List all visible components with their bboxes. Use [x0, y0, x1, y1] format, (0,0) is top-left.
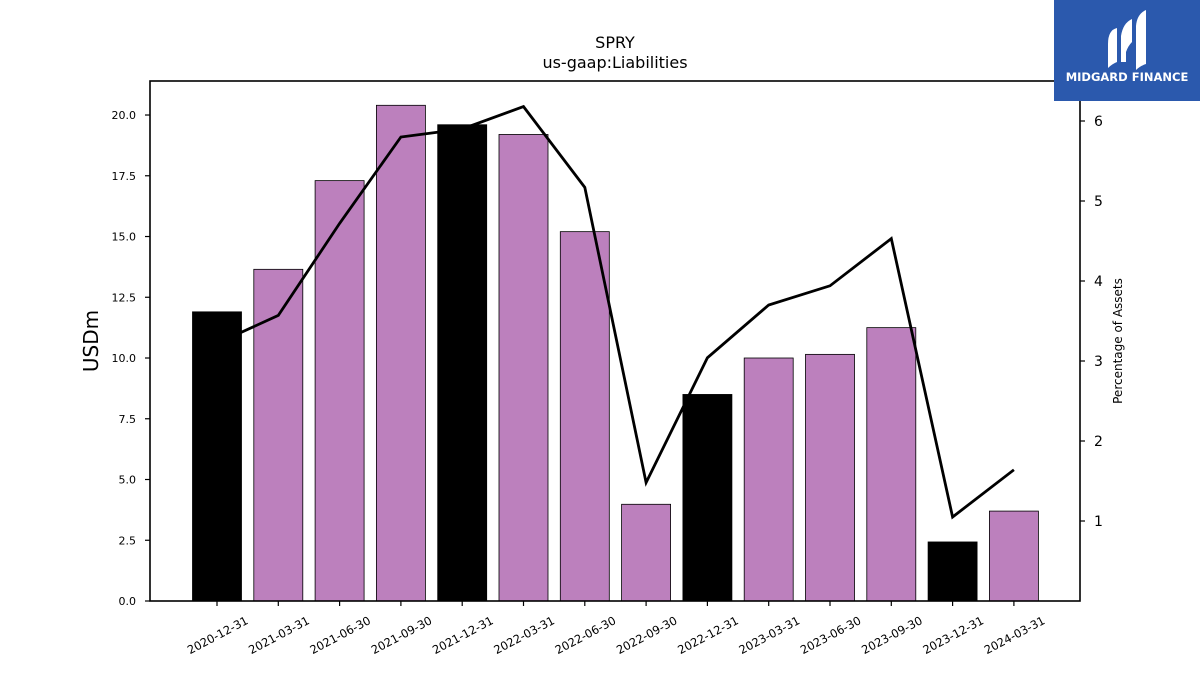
x-tick-label: 2022-09-30 [614, 613, 680, 657]
x-tick-label: 2020-12-31 [185, 613, 251, 657]
logo-mark-icon [1108, 10, 1146, 70]
y-tick-label: 17.5 [112, 170, 137, 183]
bar-2022-09-30 [621, 503, 671, 602]
y2-tick-label: 4 [1094, 274, 1103, 290]
percentage-line [216, 104, 1015, 520]
bar-2022-06-30 [559, 231, 610, 602]
x-tick-label: 2021-12-31 [430, 613, 496, 657]
brand-logo: MIDGARD FINANCE [1054, 0, 1200, 101]
x-tick-label: 2021-06-30 [307, 613, 373, 657]
line-group [216, 104, 1015, 520]
y-tick-label: 7.5 [119, 413, 137, 426]
chart-subtitle: us-gaap:Liabilities [542, 53, 687, 72]
bar-2023-12-31 [927, 541, 978, 602]
y2-tick-label: 3 [1094, 354, 1103, 370]
y-axis-right: 1 2 3 4 5 6 [1080, 114, 1103, 530]
bar-2022-12-31 [682, 394, 733, 602]
bar-2022-03-31 [498, 134, 549, 602]
y2-tick-label: 2 [1094, 434, 1103, 450]
bar-2021-12-31 [437, 124, 488, 602]
y-axis-label: USDm [79, 310, 103, 372]
logo-text: MIDGARD FINANCE [1066, 70, 1189, 84]
bar-2021-06-30 [314, 180, 365, 602]
x-tick-label: 2023-09-30 [859, 613, 925, 657]
plot-frame [149, 80, 1081, 602]
x-tick-label: 2022-06-30 [553, 613, 619, 657]
y-tick-label: 0.0 [119, 595, 137, 608]
bar-2023-06-30 [805, 353, 855, 602]
y-tick-label: 5.0 [119, 474, 137, 487]
y2-tick-label: 1 [1094, 514, 1103, 530]
x-tick-label: 2023-03-31 [737, 613, 803, 657]
logo-background [1054, 0, 1200, 101]
bar-2024-03-31 [989, 510, 1039, 602]
y-tick-label: 12.5 [112, 291, 137, 304]
bar-2020-12-31 [192, 311, 242, 602]
x-tick-label: 2023-06-30 [798, 613, 864, 657]
x-tick-label: 2021-03-31 [246, 613, 312, 657]
y2-tick-label: 5 [1094, 194, 1103, 210]
x-tick-label: 2021-09-30 [369, 613, 435, 657]
y-tick-label: 20.0 [112, 109, 137, 122]
y-tick-label: 10.0 [112, 352, 137, 365]
y2-tick-label: 6 [1094, 114, 1103, 130]
y2-axis-label: Percentage of Assets [1111, 278, 1125, 404]
bar-2023-03-31 [743, 357, 794, 602]
bar-group [192, 104, 1039, 602]
bar-2023-09-30 [866, 327, 917, 602]
x-tick-label: 2022-12-31 [675, 613, 741, 657]
x-axis: 2020-12-312021-03-312021-06-302021-09-30… [185, 601, 1047, 657]
chart-title: SPRY [595, 33, 635, 52]
bar-2021-09-30 [375, 104, 426, 602]
y-tick-label: 2.5 [119, 534, 137, 547]
y-axis-left: 0.0 2.5 5.0 7.5 10.0 12.5 15.0 17.5 20.0 [112, 109, 150, 608]
bar-2021-03-31 [253, 268, 304, 602]
x-tick-label: 2022-03-31 [491, 613, 557, 657]
x-tick-label: 2024-03-31 [982, 613, 1048, 657]
x-tick-label: 2023-12-31 [920, 613, 986, 657]
y-tick-label: 15.0 [112, 231, 137, 244]
